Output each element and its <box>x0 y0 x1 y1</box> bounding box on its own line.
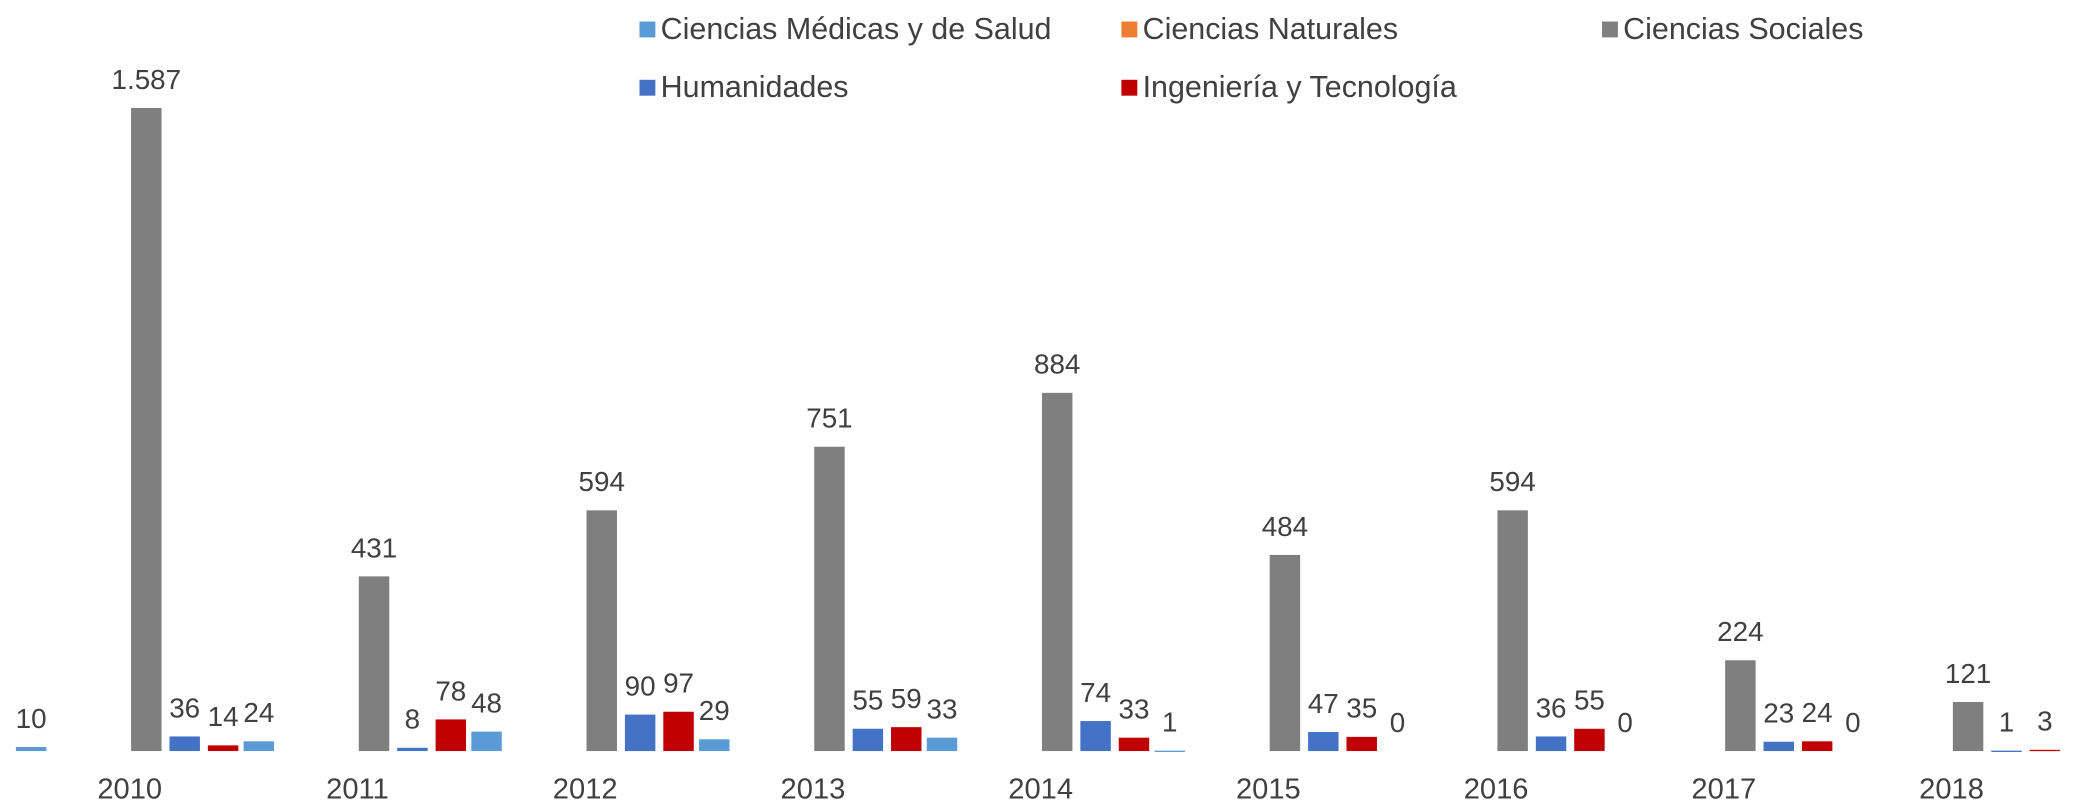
bar <box>699 739 730 752</box>
bar <box>1801 741 1833 752</box>
data-label: 224 <box>1717 616 1763 647</box>
data-label: 97 <box>663 668 694 699</box>
bar <box>1269 554 1301 752</box>
bar <box>1991 750 2022 752</box>
bar <box>1574 728 1605 752</box>
data-label: 33 <box>1119 694 1150 725</box>
bar <box>243 741 275 752</box>
bar <box>1308 731 1339 752</box>
legend-label: Ciencias Médicas y de Salud <box>661 12 1052 46</box>
bar <box>586 510 617 752</box>
data-label: 0 <box>1845 707 1860 738</box>
data-label: 1 <box>1162 707 1177 738</box>
bar <box>435 719 467 752</box>
legend-swatch <box>639 79 656 96</box>
data-label: 3 <box>2037 706 2052 737</box>
bar <box>358 576 390 752</box>
data-label: 23 <box>1763 698 1794 729</box>
bar <box>1952 702 1984 752</box>
bar <box>891 727 922 752</box>
bar <box>926 737 958 752</box>
data-label: 36 <box>169 692 200 723</box>
bar <box>1080 721 1111 752</box>
data-label: 431 <box>351 532 397 563</box>
data-label: 14 <box>208 701 239 732</box>
data-label: 36 <box>1536 692 1567 723</box>
bar <box>814 446 845 752</box>
x-tick-label: 2015 <box>1236 773 1301 805</box>
data-label: 24 <box>1802 697 1833 728</box>
bar <box>471 731 502 752</box>
legend-swatch <box>639 21 656 38</box>
data-label: 1.587 <box>112 64 182 95</box>
data-label: 594 <box>579 466 625 497</box>
data-label: 78 <box>435 675 466 706</box>
data-label: 48 <box>471 687 502 718</box>
legend-swatch <box>1121 21 1138 38</box>
data-label: 59 <box>891 683 922 714</box>
legend-label: Ciencias Naturales <box>1143 12 1398 46</box>
legend-label: Ciencias Sociales <box>1623 12 1863 46</box>
data-label: 121 <box>1945 658 1991 689</box>
x-tick-label: 2017 <box>1691 773 1756 805</box>
data-label: 47 <box>1308 688 1339 719</box>
x-tick-label: 2012 <box>553 773 618 805</box>
x-tick-label: 2013 <box>781 773 846 805</box>
bar <box>397 747 428 752</box>
data-label: 1 <box>1999 707 2014 738</box>
bar <box>624 714 656 752</box>
bar <box>1154 750 1185 752</box>
data-label: 55 <box>1574 685 1605 716</box>
bar <box>131 107 162 752</box>
bar <box>1041 392 1073 752</box>
x-tick-label: 2018 <box>1919 773 1984 805</box>
data-label: 8 <box>405 704 420 735</box>
data-label: 74 <box>1080 677 1111 708</box>
data-label: 884 <box>1034 349 1080 380</box>
data-label: 35 <box>1346 693 1377 724</box>
x-tick-label: 2011 <box>326 773 389 805</box>
bar <box>1118 737 1150 752</box>
data-label: 751 <box>806 403 852 434</box>
bar <box>169 736 200 752</box>
bar <box>15 746 47 752</box>
data-label: 90 <box>625 670 656 701</box>
x-tick-label: 2016 <box>1464 773 1529 805</box>
data-label: 10 <box>16 703 47 734</box>
bar <box>663 711 694 752</box>
bar <box>852 728 884 752</box>
data-label: 29 <box>699 695 730 726</box>
x-tick-label: 2014 <box>1008 773 1073 805</box>
bar <box>1497 510 1528 752</box>
data-label: 33 <box>927 694 958 725</box>
bar <box>1535 736 1567 752</box>
legend-label: Ingeniería y Tecnología <box>1143 70 1457 104</box>
bar <box>1763 741 1794 752</box>
bar <box>2029 749 2061 752</box>
legend-swatch <box>1121 79 1138 96</box>
bar <box>1725 660 1756 752</box>
data-label: 0 <box>1390 707 1405 738</box>
data-label: 484 <box>1262 511 1308 542</box>
data-label: 55 <box>852 685 883 716</box>
legend-label: Humanidades <box>661 70 849 104</box>
data-label: 594 <box>1489 466 1535 497</box>
data-label: 0 <box>1617 707 1632 738</box>
legend-swatch <box>1602 21 1618 38</box>
x-tick-label: 2010 <box>97 773 162 805</box>
bar <box>1346 736 1377 752</box>
data-label: 24 <box>243 697 274 728</box>
bar <box>207 745 239 752</box>
